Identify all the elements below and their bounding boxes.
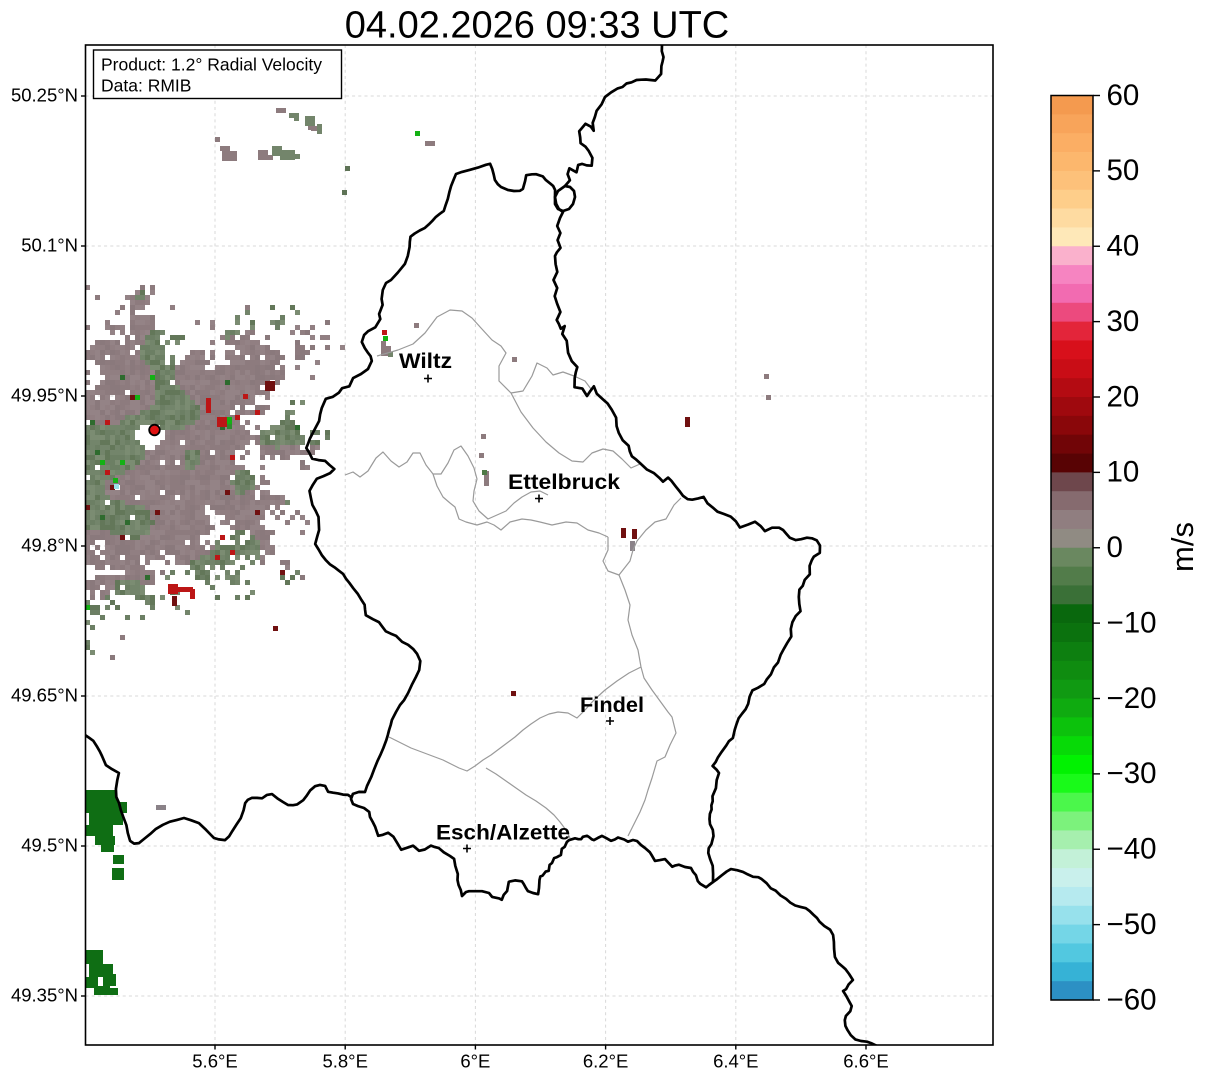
- svg-text:Ettelbruck: Ettelbruck: [508, 470, 620, 494]
- svg-text:6.2°E: 6.2°E: [583, 1051, 628, 1072]
- svg-text:49.8°N: 49.8°N: [21, 534, 78, 555]
- svg-text:6°E: 6°E: [460, 1051, 490, 1072]
- svg-text:−60: −60: [1107, 983, 1157, 1016]
- svg-text:04.02.2026 09:33 UTC: 04.02.2026 09:33 UTC: [345, 5, 730, 47]
- svg-text:−20: −20: [1107, 682, 1157, 715]
- svg-text:20: 20: [1107, 380, 1140, 413]
- svg-text:49.65°N: 49.65°N: [11, 684, 78, 705]
- svg-text:Wiltz: Wiltz: [399, 349, 452, 373]
- svg-text:10: 10: [1107, 456, 1140, 489]
- svg-text:5.8°E: 5.8°E: [322, 1051, 367, 1072]
- svg-text:60: 60: [1107, 79, 1140, 112]
- svg-text:6.4°E: 6.4°E: [713, 1051, 758, 1072]
- svg-text:0: 0: [1107, 531, 1123, 564]
- svg-text:50: 50: [1107, 154, 1140, 187]
- svg-text:40: 40: [1107, 230, 1140, 263]
- svg-text:6.6°E: 6.6°E: [843, 1051, 888, 1072]
- svg-text:−40: −40: [1107, 833, 1157, 866]
- svg-text:m/s: m/s: [1165, 522, 1200, 572]
- svg-text:−30: −30: [1107, 757, 1157, 790]
- svg-text:−10: −10: [1107, 606, 1157, 639]
- svg-text:49.35°N: 49.35°N: [11, 984, 78, 1005]
- svg-text:Findel: Findel: [580, 693, 644, 717]
- svg-text:Data: RMIB: Data: RMIB: [101, 76, 191, 96]
- svg-text:49.95°N: 49.95°N: [11, 384, 78, 405]
- svg-text:Product: 1.2° Radial Velocity: Product: 1.2° Radial Velocity: [101, 55, 322, 75]
- svg-text:50.25°N: 50.25°N: [11, 84, 78, 105]
- svg-text:30: 30: [1107, 305, 1140, 338]
- svg-text:5.6°E: 5.6°E: [192, 1051, 237, 1072]
- svg-text:−50: −50: [1107, 908, 1157, 941]
- svg-text:Esch/Alzette: Esch/Alzette: [436, 821, 570, 845]
- svg-text:49.5°N: 49.5°N: [21, 834, 78, 855]
- svg-text:50.1°N: 50.1°N: [21, 234, 78, 255]
